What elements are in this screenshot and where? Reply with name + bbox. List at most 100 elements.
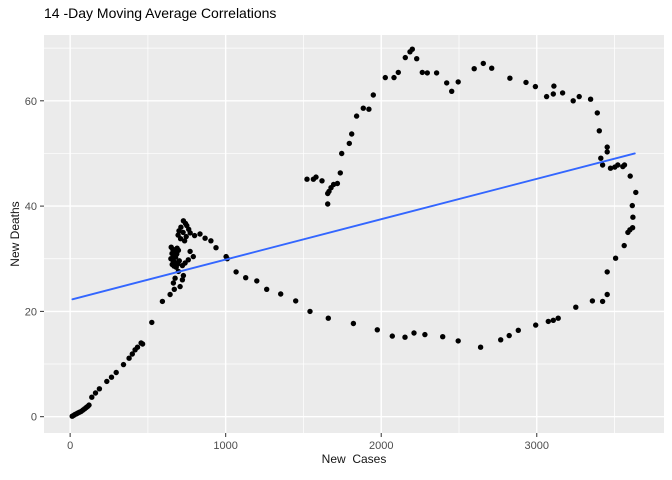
- scatter-point: [339, 150, 345, 157]
- scatter-point: [177, 283, 183, 290]
- trend-line: [71, 152, 636, 301]
- scatter-point: [171, 286, 177, 292]
- scatter-point: [325, 201, 331, 207]
- scatter-point: [391, 74, 397, 81]
- scatter-point: [629, 225, 636, 231]
- x-tick-label: 2000: [369, 440, 393, 452]
- scatter-point: [183, 233, 189, 240]
- scatter-point: [407, 49, 413, 55]
- scatter-point: [455, 79, 461, 85]
- scatter-point: [120, 361, 127, 368]
- scatter-point: [480, 60, 486, 67]
- scatter-point: [346, 140, 352, 147]
- scatter-point: [543, 93, 550, 100]
- scatter-point: [444, 80, 450, 86]
- scatter-point: [149, 319, 155, 326]
- scatter-point: [208, 238, 214, 244]
- scatter-point: [506, 332, 512, 339]
- y-axis-title: New Deaths: [8, 201, 22, 267]
- scatter-point: [551, 83, 557, 89]
- chart-title: 14 -Day Moving Average Correlations: [44, 5, 277, 21]
- scatter-point: [589, 298, 596, 304]
- scatter-point: [627, 173, 633, 179]
- plot-panel: [44, 35, 664, 433]
- scatter-point: [104, 378, 110, 385]
- scatter-point: [559, 90, 566, 96]
- scatter-point: [612, 255, 619, 261]
- scatter-point: [382, 74, 388, 81]
- scatter-point: [167, 291, 173, 298]
- x-tick-label: 1000: [213, 440, 237, 452]
- scatter-point: [134, 344, 141, 350]
- scatter-point: [507, 75, 513, 81]
- scatter-point: [598, 155, 604, 161]
- scatter-point: [191, 232, 198, 239]
- scatter-point: [523, 79, 529, 86]
- scatter-point: [533, 322, 539, 328]
- scatter-point: [187, 248, 193, 255]
- scatter-point: [89, 394, 95, 400]
- scatter-point: [573, 304, 579, 310]
- scatter-point: [604, 144, 610, 150]
- scatter-point: [190, 253, 196, 260]
- scatter-point: [532, 83, 539, 90]
- scatter-point: [555, 315, 561, 321]
- scatter-point: [596, 128, 602, 134]
- scatter-point: [86, 402, 92, 408]
- scatter-point: [604, 291, 610, 298]
- scatter-point: [422, 331, 428, 338]
- scatter-point: [633, 189, 639, 196]
- x-axis-title: New Cases: [321, 452, 387, 466]
- scatter-point: [576, 93, 582, 100]
- scatter-point: [213, 245, 219, 251]
- x-tick-label: 3000: [525, 440, 549, 452]
- y-tick-label: 40: [25, 201, 37, 213]
- scatter-point: [187, 230, 193, 236]
- scatter-point: [374, 327, 380, 333]
- scatter-point: [587, 96, 594, 102]
- scatter-point: [126, 355, 132, 361]
- scatter-point: [411, 330, 417, 336]
- scatter-point: [471, 66, 477, 72]
- scatter-point: [337, 170, 343, 176]
- scatter-point: [254, 278, 260, 284]
- scatter-point: [370, 92, 376, 98]
- scatter-point: [177, 236, 184, 242]
- scatter-point: [414, 56, 420, 62]
- scatter-point: [607, 165, 614, 171]
- scatter-point: [325, 190, 331, 197]
- scatter-point: [599, 162, 606, 168]
- scatter-point: [113, 369, 119, 376]
- scatter-point: [176, 228, 182, 234]
- scatter-point: [310, 176, 317, 182]
- scatter-point: [424, 70, 430, 76]
- scatter-point: [349, 131, 355, 137]
- scatter-point: [179, 277, 186, 283]
- scatter-point: [477, 344, 484, 350]
- scatter-point: [360, 105, 366, 111]
- scatter-point: [319, 178, 325, 184]
- scatter-point: [599, 298, 606, 305]
- scatter-point: [172, 275, 178, 281]
- scatter-point: [545, 318, 551, 325]
- scatter-point: [630, 214, 636, 220]
- x-tick-label: 0: [67, 440, 73, 452]
- scatter-point: [92, 390, 99, 396]
- scatter-point: [129, 351, 135, 357]
- scatter-point: [455, 338, 461, 344]
- scatter-point: [307, 308, 313, 315]
- scatter-point: [96, 386, 103, 392]
- scatter-point: [402, 54, 408, 61]
- scatter-point: [515, 327, 521, 333]
- scatter-point: [180, 272, 187, 279]
- scatter-point: [489, 65, 495, 71]
- scatter-point: [570, 98, 576, 104]
- scatter-point: [440, 334, 446, 340]
- scatter-point: [433, 70, 440, 76]
- scatter-point: [325, 315, 331, 321]
- scatter-point: [174, 245, 180, 251]
- scatter-point: [243, 275, 249, 281]
- y-tick-label: 60: [25, 96, 37, 108]
- scatter-point: [402, 334, 408, 340]
